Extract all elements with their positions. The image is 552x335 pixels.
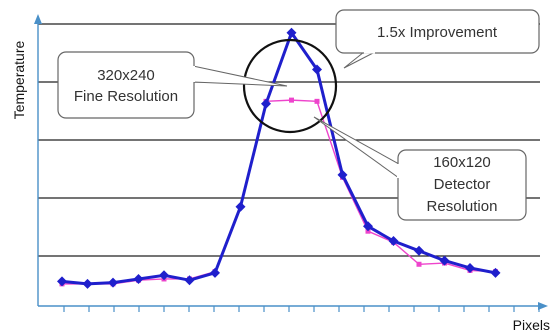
data-point (235, 201, 246, 212)
y-axis-label: Temperature (11, 40, 27, 119)
data-point (439, 255, 450, 266)
callout-detector-line3: Resolution (427, 198, 498, 215)
series-detector (57, 27, 501, 289)
data-point (465, 262, 475, 273)
data-point (286, 27, 297, 38)
data-point (289, 97, 294, 103)
data-point (57, 276, 67, 287)
data-point (133, 273, 144, 284)
x-axis-arrow (538, 302, 548, 310)
data-point (388, 236, 399, 246)
callout-fine-line1: 320x240 (97, 67, 155, 84)
data-point (184, 275, 195, 286)
y-axis-arrow (34, 14, 42, 24)
callout-improvement-text: 1.5x Improvement (377, 24, 498, 41)
data-point (363, 221, 373, 232)
data-point (490, 267, 501, 278)
data-point (261, 98, 271, 109)
callout-improvement: 1.5x Improvement (335, 9, 540, 69)
highlight-circle (242, 38, 338, 134)
data-point (414, 245, 424, 256)
data-point (210, 267, 220, 278)
data-point (312, 64, 322, 75)
callout-fine: 320x240 Fine Resolution (57, 51, 288, 119)
x-axis-label: Pixels (513, 317, 550, 333)
data-point (337, 169, 348, 180)
callout-fine-line2: Fine Resolution (74, 88, 178, 105)
callout-detector-line2: Detector (434, 176, 491, 193)
data-point (314, 98, 320, 104)
data-point (82, 278, 93, 289)
data-point (159, 270, 169, 281)
series-layer (57, 27, 501, 289)
callout-detector: 160x120 Detector Resolution (313, 116, 527, 221)
data-point (416, 261, 422, 267)
x-ticks (63, 306, 540, 312)
data-point (108, 277, 118, 288)
callout-detector-line1: 160x120 (433, 154, 491, 171)
